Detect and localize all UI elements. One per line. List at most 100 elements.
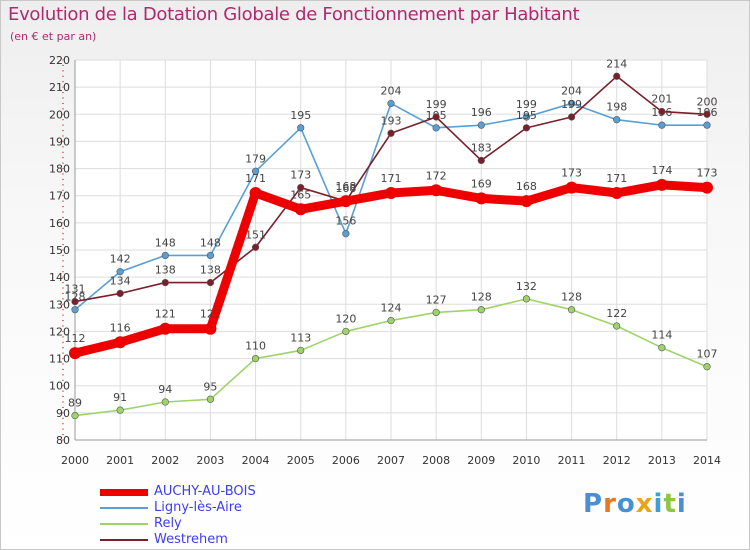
data-point (385, 187, 397, 199)
x-tick-label: 2013 (648, 454, 676, 467)
x-tick-label: 2010 (512, 454, 540, 467)
data-point (204, 322, 217, 335)
data-label: 168 (335, 180, 356, 193)
data-point (610, 187, 623, 199)
y-tick-label: 160 (49, 217, 70, 230)
data-label: 193 (381, 114, 402, 127)
data-point (297, 183, 305, 192)
legend-label-auchy: AUCHY-AU-BOIS (154, 484, 256, 499)
legend-label-rely: Rely (154, 516, 182, 531)
data-label: 171 (245, 172, 266, 185)
y-tick-label: 190 (49, 135, 70, 148)
y-tick-label: 150 (49, 244, 70, 257)
data-point (477, 306, 485, 314)
logo-letter: r (603, 489, 617, 519)
data-point (161, 251, 169, 260)
data-point (522, 124, 531, 132)
data-label: 199 (516, 98, 537, 111)
data-point (613, 72, 621, 80)
x-tick-label: 2014 (693, 454, 721, 467)
data-point (297, 124, 305, 132)
data-point (522, 113, 531, 121)
data-label: 138 (155, 264, 176, 277)
data-point (703, 121, 711, 129)
x-tick-label: 2008 (422, 454, 450, 467)
y-tick-label: 170 (49, 190, 70, 203)
data-point (387, 316, 395, 325)
data-label: 156 (335, 215, 356, 228)
x-tick-label: 2012 (603, 454, 631, 467)
data-point (116, 268, 124, 276)
data-point (703, 363, 711, 371)
data-point (251, 167, 260, 175)
data-label: 91 (113, 391, 127, 404)
data-label: 114 (651, 329, 672, 342)
data-label: 169 (471, 177, 492, 190)
data-label: 171 (381, 172, 402, 185)
data-label: 120 (335, 312, 356, 325)
y-tick-label: 210 (49, 81, 70, 94)
data-point (251, 243, 260, 251)
logo-letter: P (583, 489, 604, 519)
data-point (520, 195, 533, 208)
data-label: 131 (65, 283, 86, 296)
y-tick-label: 130 (49, 298, 70, 311)
data-label: 196 (471, 106, 492, 119)
data-label: 195 (516, 109, 537, 122)
x-tick-label: 2003 (196, 454, 224, 467)
series-rely: 89 91 94 95 110 113 120 124 127 128 132 128 122 114 10… (68, 280, 718, 420)
legend-swatch-rely (100, 523, 148, 525)
data-label: 110 (245, 340, 266, 353)
data-point (71, 306, 79, 314)
data-point (613, 116, 621, 124)
data-label: 128 (471, 291, 492, 304)
data-point (71, 411, 79, 420)
data-point (567, 306, 576, 314)
data-point (294, 203, 307, 216)
data-label: 168 (516, 180, 537, 193)
series-auchy-au-bois: 112 116 121 121 171 165 168 171 172 169 168 173 171 1… (65, 164, 718, 360)
data-label: 148 (200, 236, 221, 249)
data-label: 132 (516, 280, 537, 293)
logo-letter: i (676, 489, 687, 519)
data-point (658, 344, 666, 352)
data-label: 113 (290, 331, 311, 344)
legend-swatch-westrehem (100, 539, 148, 541)
data-label: 121 (200, 308, 221, 321)
data-point (69, 347, 81, 360)
data-label: 201 (651, 93, 672, 106)
line-chart: 8090100110120130140150160170180190200210… (49, 54, 721, 467)
data-label: 124 (381, 302, 402, 315)
data-label: 107 (697, 348, 718, 361)
data-point (655, 178, 668, 191)
data-point (161, 278, 169, 287)
data-point (71, 297, 79, 306)
data-point (342, 327, 350, 336)
logo-letter: t (663, 489, 677, 519)
proxiti-logo: Proxiti (583, 489, 687, 519)
data-label: 121 (155, 308, 176, 321)
data-label: 199 (426, 98, 447, 111)
data-label: 179 (245, 152, 266, 165)
data-point (658, 107, 666, 116)
data-label: 112 (65, 332, 86, 345)
x-tick-label: 2000 (61, 454, 89, 467)
data-point (387, 129, 395, 137)
data-label: 173 (697, 167, 718, 180)
data-label: 173 (290, 169, 311, 182)
data-point (342, 230, 350, 238)
data-point (432, 113, 440, 121)
data-point (432, 124, 440, 132)
y-tick-label: 100 (49, 380, 70, 393)
data-point (116, 406, 124, 414)
data-point (658, 121, 666, 129)
data-point (567, 99, 576, 108)
chart-subtitle: (en € et par an) (10, 30, 97, 43)
data-point (114, 336, 127, 349)
y-tick-label: 220 (49, 54, 70, 67)
x-tick-label: 2004 (242, 454, 270, 467)
data-label: 171 (606, 172, 627, 185)
data-label: 204 (381, 84, 402, 97)
data-point (522, 295, 531, 303)
